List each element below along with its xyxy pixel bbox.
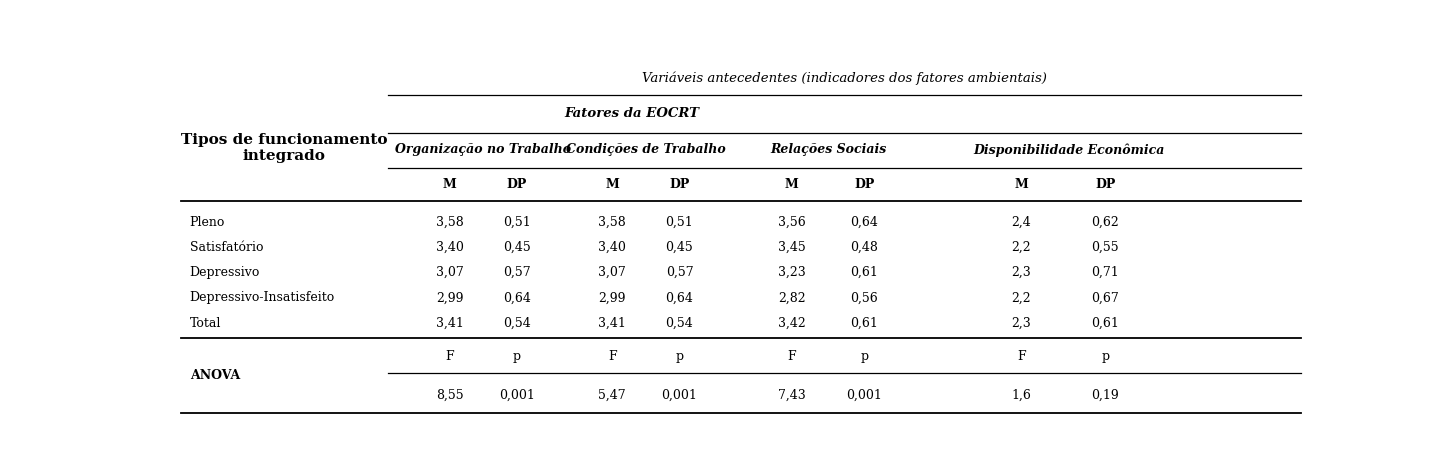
Text: F: F	[607, 350, 616, 363]
Text: DP: DP	[506, 178, 528, 191]
Text: 3,07: 3,07	[435, 266, 464, 279]
Text: 1,6: 1,6	[1011, 389, 1031, 402]
Text: 0,57: 0,57	[665, 266, 693, 279]
Text: Depressivo: Depressivo	[189, 266, 260, 279]
Text: 3,40: 3,40	[599, 241, 626, 254]
Text: 2,4: 2,4	[1011, 216, 1031, 229]
Text: 0,51: 0,51	[665, 216, 693, 229]
Text: F: F	[1017, 350, 1025, 363]
Text: 0,51: 0,51	[503, 216, 531, 229]
Text: F: F	[787, 350, 795, 363]
Text: 0,19: 0,19	[1092, 389, 1119, 402]
Text: 0,61: 0,61	[850, 266, 878, 279]
Text: 3,58: 3,58	[435, 216, 464, 229]
Text: Satisfatório: Satisfatório	[189, 241, 263, 254]
Text: 0,71: 0,71	[1092, 266, 1119, 279]
Text: DP: DP	[669, 178, 690, 191]
Text: 0,001: 0,001	[499, 389, 535, 402]
Text: Organização no Trabalho: Organização no Trabalho	[395, 143, 571, 156]
Text: Depressivo-Insatisfeito: Depressivo-Insatisfeito	[189, 291, 335, 304]
Text: 3,56: 3,56	[778, 216, 805, 229]
Text: 0,45: 0,45	[665, 241, 693, 254]
Text: Relações Sociais: Relações Sociais	[769, 143, 886, 156]
Text: 0,55: 0,55	[1092, 241, 1119, 254]
Text: 8,55: 8,55	[435, 389, 464, 402]
Text: DP: DP	[855, 178, 875, 191]
Text: 3,23: 3,23	[778, 266, 805, 279]
Text: 0,54: 0,54	[503, 317, 531, 330]
Text: 3,07: 3,07	[599, 266, 626, 279]
Text: 0,57: 0,57	[503, 266, 531, 279]
Text: M: M	[442, 178, 457, 191]
Text: 0,61: 0,61	[1092, 317, 1119, 330]
Text: 0,45: 0,45	[503, 241, 531, 254]
Text: 5,47: 5,47	[599, 389, 626, 402]
Text: Condições de Trabalho: Condições de Trabalho	[565, 143, 726, 156]
Text: Pleno: Pleno	[189, 216, 226, 229]
Text: 2,3: 2,3	[1011, 266, 1031, 279]
Text: M: M	[1014, 178, 1028, 191]
Text: p: p	[1102, 350, 1109, 363]
Text: p: p	[513, 350, 521, 363]
Text: M: M	[785, 178, 798, 191]
Text: 0,48: 0,48	[850, 241, 878, 254]
Text: 0,61: 0,61	[850, 317, 878, 330]
Text: Total: Total	[189, 317, 221, 330]
Text: Fatores da EOCRT: Fatores da EOCRT	[564, 107, 700, 120]
Text: 3,41: 3,41	[435, 317, 464, 330]
Text: F: F	[445, 350, 454, 363]
Text: 2,3: 2,3	[1011, 317, 1031, 330]
Text: 2,82: 2,82	[778, 291, 805, 304]
Text: 0,54: 0,54	[665, 317, 693, 330]
Text: 0,67: 0,67	[1092, 291, 1119, 304]
Text: 3,45: 3,45	[778, 241, 805, 254]
Text: ANOVA: ANOVA	[189, 369, 240, 382]
Text: 0,001: 0,001	[661, 389, 697, 402]
Text: 2,2: 2,2	[1011, 291, 1031, 304]
Text: Tipos de funcionamento
integrado: Tipos de funcionamento integrado	[181, 133, 388, 163]
Text: 0,56: 0,56	[850, 291, 878, 304]
Text: 0,001: 0,001	[846, 389, 882, 402]
Text: Variáveis antecedentes (indicadores dos fatores ambientais): Variáveis antecedentes (indicadores dos …	[642, 72, 1047, 85]
Text: 0,64: 0,64	[665, 291, 694, 304]
Text: 2,2: 2,2	[1011, 241, 1031, 254]
Text: 3,41: 3,41	[599, 317, 626, 330]
Text: p: p	[675, 350, 684, 363]
Text: 2,99: 2,99	[599, 291, 626, 304]
Text: 2,99: 2,99	[435, 291, 464, 304]
Text: 3,42: 3,42	[778, 317, 805, 330]
Text: DP: DP	[1095, 178, 1115, 191]
Text: 3,58: 3,58	[599, 216, 626, 229]
Text: 7,43: 7,43	[778, 389, 805, 402]
Text: Disponibilidade Econômica: Disponibilidade Econômica	[973, 144, 1164, 158]
Text: M: M	[606, 178, 619, 191]
Text: 3,40: 3,40	[435, 241, 464, 254]
Text: 0,62: 0,62	[1092, 216, 1119, 229]
Text: 0,64: 0,64	[503, 291, 531, 304]
Text: p: p	[860, 350, 869, 363]
Text: 0,64: 0,64	[850, 216, 878, 229]
